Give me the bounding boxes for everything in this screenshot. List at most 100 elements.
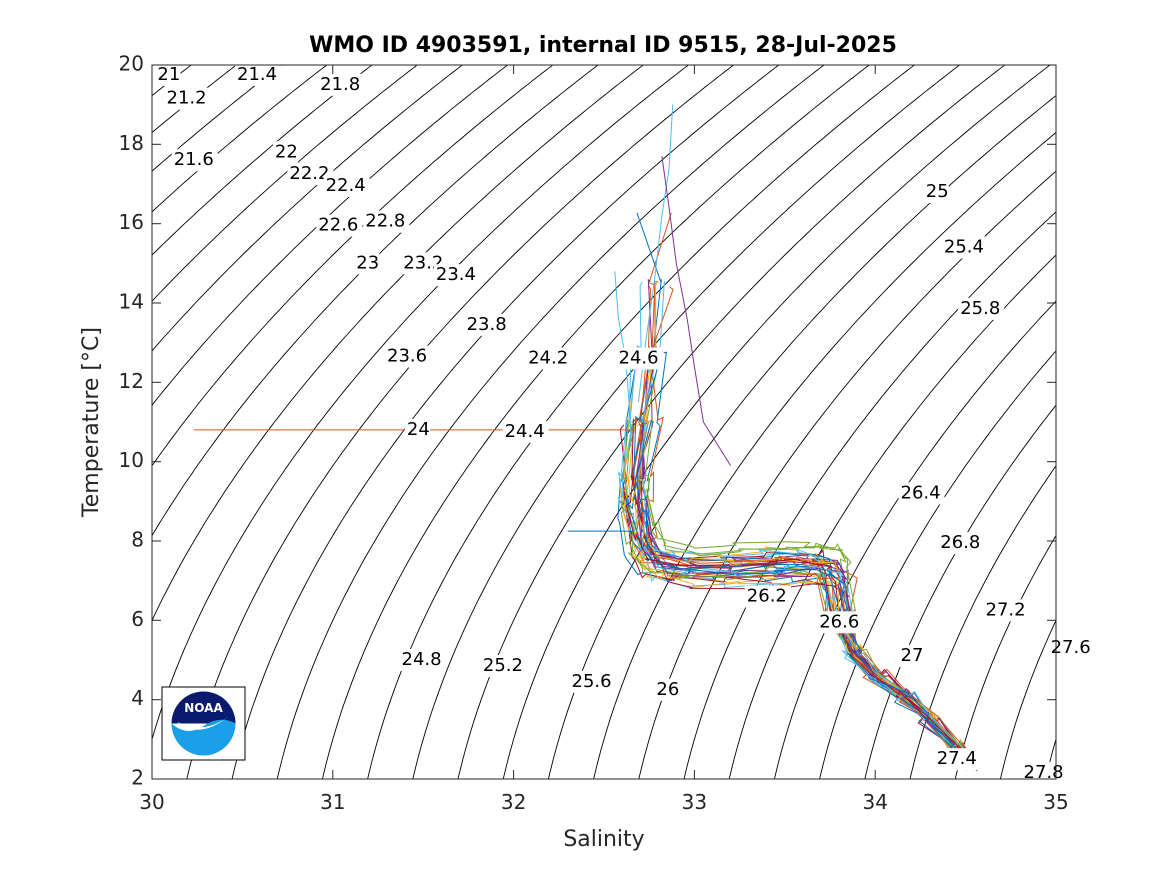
- density-contour: [231, 65, 780, 779]
- contour-label: 24: [407, 419, 430, 440]
- density-contour: [999, 619, 1056, 779]
- contour-label: 26.6: [819, 611, 859, 632]
- contour-label-background: [941, 236, 988, 259]
- contour-label: 22.6: [318, 215, 358, 236]
- density-contour: [152, 65, 192, 97]
- x-tick-label: 33: [682, 790, 707, 814]
- contour-label-background: [983, 599, 1030, 622]
- contour-label-background: [526, 347, 573, 370]
- contour-label-background: [433, 264, 480, 287]
- contour-label: 22.8: [365, 211, 405, 232]
- contour-label: 23.8: [467, 314, 507, 335]
- contour-label-background: [654, 678, 680, 701]
- contour-label: 26.4: [901, 482, 941, 503]
- profile-line: [634, 419, 970, 765]
- x-tick-label: 34: [862, 790, 887, 814]
- contour-label: 27.8: [1024, 762, 1064, 783]
- y-tick-label: 6: [131, 607, 144, 631]
- density-contour: [152, 65, 464, 352]
- density-contour: [864, 404, 1056, 779]
- chart-title: WMO ID 4903591, internal ID 9515, 28-Jul…: [309, 33, 897, 58]
- contour-label-background: [923, 180, 949, 203]
- contour-label-background: [363, 210, 410, 233]
- density-contour: [367, 65, 916, 779]
- profile-line: [638, 281, 971, 768]
- contour-label-background: [938, 532, 985, 554]
- contour-label-background: [744, 585, 791, 608]
- contour-label: 22: [275, 141, 298, 162]
- contour-label: 25: [926, 181, 949, 202]
- contour-label: 24.8: [402, 649, 442, 670]
- contour-label: 24.2: [528, 348, 568, 369]
- density-contour: [152, 65, 599, 537]
- contour-label: 21.8: [320, 74, 360, 95]
- y-tick-label: 16: [119, 210, 144, 234]
- contour-label-background: [502, 420, 549, 443]
- density-contour: [502, 65, 1051, 779]
- y-tick-label: 20: [119, 52, 144, 76]
- contour-label-background: [898, 645, 924, 667]
- density-contour: [152, 65, 644, 622]
- contour-label: 25.4: [944, 237, 984, 258]
- density-contour: [412, 65, 961, 779]
- contour-label-background: [616, 347, 663, 370]
- density-contour: [152, 65, 283, 172]
- density-contour: [186, 65, 735, 779]
- contour-label: 24.4: [505, 421, 545, 442]
- profile-line: [631, 346, 967, 766]
- density-contour: [728, 254, 1056, 779]
- contour-label: 23.4: [436, 264, 476, 285]
- contour-label-background: [318, 73, 365, 96]
- density-contour: [819, 350, 1056, 779]
- contour-label-background: [1048, 637, 1095, 660]
- noaa-logo: NOAA: [161, 686, 246, 761]
- contour-label-background: [958, 297, 1005, 320]
- contour-label: 27.2: [986, 599, 1026, 620]
- contour-label-background: [235, 63, 281, 86]
- y-tick-label: 12: [119, 369, 144, 393]
- x-tick-label: 35: [1043, 790, 1068, 814]
- contour-label-background: [569, 670, 616, 693]
- y-axis-label: Temperature [°C]: [79, 327, 104, 518]
- profile-line: [638, 286, 973, 769]
- profile-line: [644, 418, 975, 768]
- profile-lines: [193, 104, 979, 772]
- y-tick-label: 18: [119, 131, 144, 155]
- contour-label-background: [155, 63, 181, 86]
- x-tick-label: 32: [501, 790, 526, 814]
- contour-label: 21.4: [237, 64, 277, 85]
- x-tick-label: 30: [139, 790, 164, 814]
- y-tick-label: 2: [131, 766, 144, 790]
- density-contour: [954, 534, 1056, 779]
- density-contour: [276, 65, 825, 779]
- logo-wave-icon: [171, 719, 236, 756]
- contour-label-background: [898, 482, 945, 505]
- contour-label-background: [272, 141, 298, 164]
- contour-label-background: [817, 611, 864, 634]
- profile-line: [632, 475, 969, 768]
- contour-label-background: [385, 345, 431, 368]
- contour-label: 21.6: [174, 149, 214, 170]
- plot-frame: [151, 64, 1057, 780]
- logo-top-icon: [171, 691, 236, 724]
- contour-label-background: [464, 313, 511, 336]
- contour-label: 21.2: [167, 88, 207, 109]
- y-tick-label: 4: [131, 686, 144, 710]
- contour-label: 26.8: [940, 532, 980, 553]
- contour-label: 21: [157, 64, 180, 85]
- contour-label: 25.6: [572, 671, 612, 692]
- contour-label-background: [287, 163, 334, 186]
- contour-label-background: [316, 214, 363, 237]
- y-tick-label: 14: [119, 290, 144, 314]
- contour-label-background: [354, 252, 380, 275]
- contour-label: 23.2: [403, 252, 443, 273]
- profile-line: [621, 474, 968, 769]
- contour-label: 25.2: [483, 655, 523, 676]
- contour-label-background: [934, 748, 981, 771]
- contour-label: 27.6: [1051, 637, 1091, 658]
- density-contour: [321, 65, 870, 779]
- density-contour: [152, 65, 418, 302]
- density-contour: [909, 465, 1056, 779]
